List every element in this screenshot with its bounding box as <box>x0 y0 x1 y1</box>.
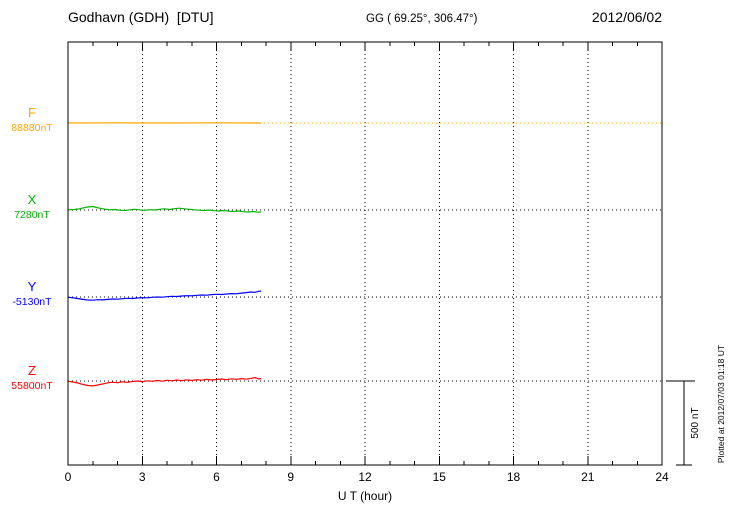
x-tick-label: 15 <box>432 470 446 484</box>
x-tick-label: 3 <box>138 470 146 484</box>
series-name: X <box>27 192 37 207</box>
series-baseline-value: 7280nT <box>14 209 50 221</box>
series-name: Y <box>27 279 37 294</box>
series-baseline-value: -5130nT <box>12 296 52 308</box>
series-label-z: Z 55800nT <box>2 364 62 392</box>
scale-bar-label: 500 nT <box>690 407 701 439</box>
series-baseline-value: 88880nT <box>11 122 53 134</box>
x-tick-label: 9 <box>287 470 295 484</box>
plot-date: 2012/06/02 <box>591 9 662 25</box>
plotted-timestamp: Plotted at 2012/07/03 01:18 UT <box>716 344 726 464</box>
x-tick-label: 24 <box>655 470 669 484</box>
x-tick-label: 6 <box>213 470 220 484</box>
x-axis-label: U T (hour) <box>337 489 393 503</box>
series-label-x: X 7280nT <box>2 193 62 221</box>
series-name: Z <box>28 363 36 378</box>
series-name: F <box>28 105 36 120</box>
geo-coordinates: GG ( 69.25°, 306.47°) <box>366 13 478 25</box>
series-label-y: Y -5130nT <box>2 280 62 308</box>
series-label-f: F 88880nT <box>2 106 62 134</box>
station-title: Godhavn (GDH) [DTU] <box>68 9 214 25</box>
series-baseline-value: 55800nT <box>11 380 53 392</box>
x-tick-label: 18 <box>506 470 521 484</box>
x-tick-label: 12 <box>358 470 372 484</box>
x-tick-label: 0 <box>64 470 72 484</box>
x-tick-label: 21 <box>581 470 595 484</box>
